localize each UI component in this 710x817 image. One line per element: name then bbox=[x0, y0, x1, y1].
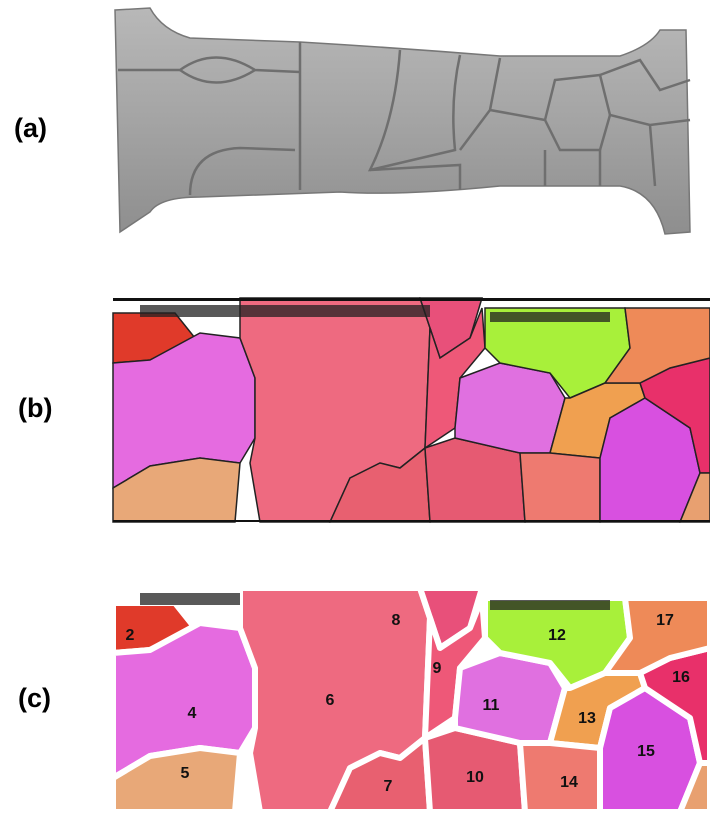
specimen bbox=[115, 8, 690, 234]
page: (a) (b) (c) 24567891011121314151617 (() … bbox=[0, 0, 710, 812]
panel-label: (a) bbox=[14, 113, 47, 143]
grain-label: 16 bbox=[672, 669, 690, 686]
grain-label: 10 bbox=[466, 769, 484, 786]
panel-label: (c) bbox=[18, 683, 51, 713]
grain-label: 8 bbox=[392, 612, 401, 629]
grain-label: 15 bbox=[637, 743, 655, 760]
figure: (a) (b) (c) 2 4 5 6 7 8 9 10 11 12 13 14 15 16 17 bbox=[0, 0, 710, 812]
grain-label: 12 bbox=[548, 627, 566, 644]
grain-label: 5 bbox=[181, 765, 190, 782]
grain-label: 17 bbox=[656, 612, 674, 629]
grain-label: 11 bbox=[483, 697, 500, 714]
grain-label: 2 bbox=[126, 627, 135, 644]
grain-label: 13 bbox=[578, 710, 596, 727]
grain-label: 9 bbox=[433, 660, 442, 677]
grain-label: 14 bbox=[560, 774, 578, 791]
grain-label: 4 bbox=[188, 705, 197, 722]
grain-label: 6 bbox=[326, 692, 335, 709]
grain-label: 7 bbox=[384, 778, 393, 795]
segmented-map bbox=[113, 588, 710, 812]
panel-label: (b) bbox=[18, 393, 52, 423]
ebsd-map bbox=[113, 298, 710, 522]
